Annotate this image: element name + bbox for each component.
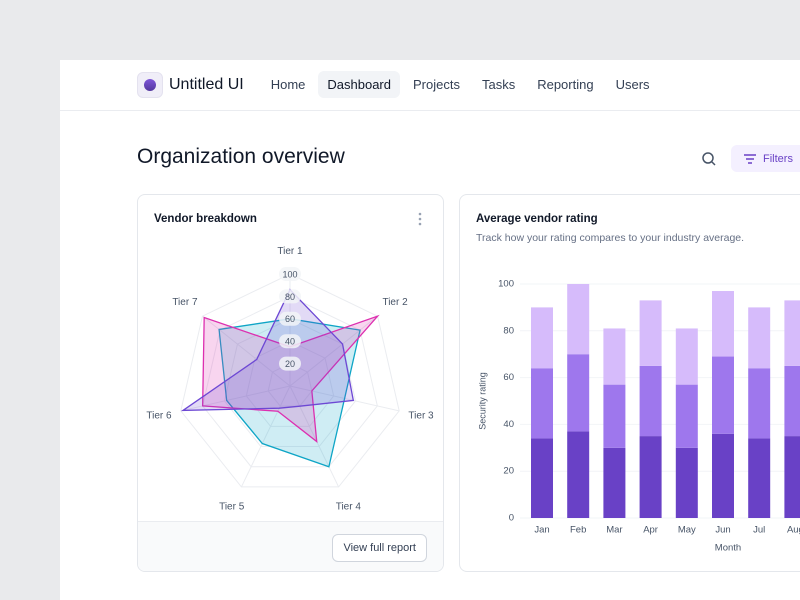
tick-pill	[279, 289, 301, 304]
nav: Untitled UI Home Dashboard Projects Task…	[137, 71, 663, 98]
axis-label: Tier 6	[146, 411, 172, 422]
bar-segment	[603, 384, 626, 448]
y-tick-label: 20	[503, 466, 514, 477]
axis-label: Tier 3	[408, 411, 434, 422]
filter-icon	[744, 153, 756, 164]
bar-segment	[748, 307, 771, 369]
grid-line	[267, 363, 313, 407]
r-tick-label: 60	[285, 314, 295, 324]
view-report-button[interactable]: View full report	[332, 534, 427, 562]
nav-item[interactable]: Dashboard	[318, 71, 400, 98]
grid-line	[180, 273, 400, 488]
radar-area	[201, 314, 380, 443]
x-tick-label: Aug	[787, 525, 800, 536]
y-tick-label: 0	[509, 513, 514, 524]
x-tick-label: May	[678, 525, 696, 536]
x-tick-label: Mar	[606, 525, 622, 536]
y-tick-label: 40	[503, 419, 514, 430]
y-axis-label: Security rating	[477, 372, 487, 430]
bar-segment	[567, 431, 590, 518]
bar-chart: 0 20 40 60 80 100 Security rating Month Jan Feb Ma…	[477, 279, 800, 554]
spoke	[289, 385, 340, 488]
bar-segment	[603, 328, 626, 385]
tick-pill	[279, 311, 301, 326]
axis-label: Tier 7	[172, 297, 198, 308]
divider	[60, 110, 800, 111]
spoke	[240, 385, 291, 488]
logo[interactable]	[137, 71, 163, 98]
tick-pill	[279, 267, 301, 281]
card-subtitle: Track how your rating compares to your i…	[476, 232, 745, 244]
bar-segment	[531, 307, 553, 369]
bar-segment	[675, 447, 698, 518]
search-icon[interactable]	[700, 150, 718, 168]
bar-segment	[712, 291, 734, 357]
bar-segment	[784, 300, 800, 366]
bar-segment	[712, 356, 734, 434]
bar-segment	[639, 365, 662, 437]
x-tick-label: Jun	[715, 525, 730, 536]
tick-pill	[279, 334, 301, 349]
spoke	[289, 315, 378, 387]
radar-area	[180, 288, 355, 412]
nav-item[interactable]: Home	[270, 77, 306, 92]
nav-item[interactable]: Projects	[413, 77, 460, 92]
menu-icon[interactable]	[416, 211, 424, 227]
x-axis-label: Month	[715, 543, 741, 554]
r-tick-label: 20	[285, 359, 295, 369]
axis-label: Tier 4	[336, 502, 362, 513]
bar-segment	[748, 368, 771, 439]
nav-item[interactable]: Tasks	[481, 77, 516, 92]
bar-segment	[784, 436, 800, 518]
y-tick-label: 60	[503, 372, 514, 383]
x-tick-label: Jul	[753, 525, 765, 536]
bar-segment	[639, 436, 662, 518]
card-title: Vendor breakdown	[154, 213, 257, 225]
tick-pill	[279, 356, 301, 371]
brand[interactable]: Untitled UI	[169, 75, 244, 93]
y-tick-label: 100	[498, 279, 514, 290]
bar-segment	[531, 368, 553, 439]
card-title: Average vendor rating	[476, 213, 598, 225]
r-tick-label: 40	[285, 337, 295, 347]
bar-segment	[603, 447, 626, 518]
bar-segment	[784, 365, 800, 437]
r-tick-label: 80	[285, 292, 295, 302]
x-tick-label: Feb	[570, 525, 586, 536]
bar-segment	[712, 433, 734, 518]
y-tick-label: 80	[503, 325, 514, 336]
card-footer: View full report	[138, 521, 443, 571]
grid-line	[202, 295, 378, 468]
bar-segment	[675, 384, 698, 448]
bar-segment	[675, 328, 698, 385]
grid-line	[245, 340, 335, 427]
spoke	[202, 315, 291, 387]
x-tick-label: Apr	[643, 525, 658, 536]
spoke	[180, 385, 291, 412]
x-tick-label: Jan	[534, 525, 549, 536]
axis-label: Tier 5	[219, 502, 245, 513]
bar-segment	[567, 284, 590, 355]
filters-label: Filters	[763, 152, 793, 165]
axis-label: Tier 1	[277, 246, 303, 257]
card: Average vendor rating Track how your rat…	[459, 194, 800, 572]
card: Vendor breakdown Tier 1 Tier 2 Tier 3 Tier …	[137, 194, 444, 572]
r-tick-label: 100	[282, 269, 297, 279]
filters-button[interactable]: Filters	[731, 145, 800, 172]
bar-segment	[567, 354, 590, 432]
radar-area	[218, 318, 361, 468]
bar-segment	[748, 438, 771, 518]
bar-segment	[639, 300, 662, 366]
axis-label: Tier 2	[382, 297, 408, 308]
nav-item[interactable]: Users	[615, 77, 650, 92]
nav-item[interactable]: Reporting	[537, 77, 594, 92]
page-title: Organization overview	[137, 145, 345, 168]
radar-chart: Tier 1 Tier 2 Tier 3 Tier 4 Tier 5 Tier 6 Tier…	[146, 246, 434, 513]
bar-segment	[531, 438, 553, 518]
